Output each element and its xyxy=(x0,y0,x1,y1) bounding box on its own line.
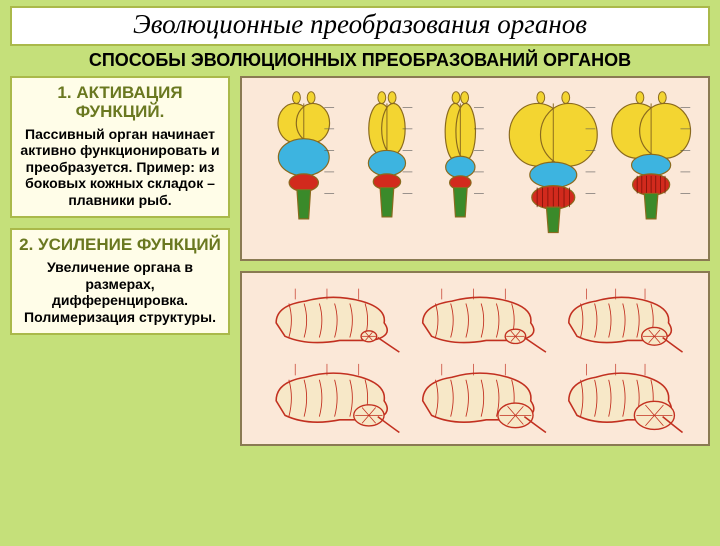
brain-dorsal-svg xyxy=(242,78,708,259)
page-title: Эволюционные преобразования органов xyxy=(20,10,700,40)
brain-sagittal-svg xyxy=(242,273,708,444)
card-enhancement: 2. УСИЛЕНИЕ ФУНКЦИЙ Увеличение органа в … xyxy=(10,228,230,335)
right-column xyxy=(240,76,710,446)
subtitle: СПОСОБЫ ЭВОЛЮЦИОННЫХ ПРЕОБРАЗОВАНИЙ ОРГА… xyxy=(20,50,700,71)
left-column: 1. АКТИВАЦИЯ ФУНКЦИЙ. Пассивный орган на… xyxy=(10,76,230,446)
card-body: Увеличение органа в размерах, дифференци… xyxy=(18,259,222,325)
card-body: Пассивный орган начинает активно функцио… xyxy=(18,126,222,209)
title-banner: Эволюционные преобразования органов xyxy=(10,6,710,46)
card-title: 1. АКТИВАЦИЯ ФУНКЦИЙ. xyxy=(18,84,222,121)
brain-sagittal-panel xyxy=(240,271,710,446)
brain-dorsal-panel xyxy=(240,76,710,261)
card-title: 2. УСИЛЕНИЕ ФУНКЦИЙ xyxy=(18,236,222,255)
content-row: 1. АКТИВАЦИЯ ФУНКЦИЙ. Пассивный орган на… xyxy=(0,76,720,446)
card-activation: 1. АКТИВАЦИЯ ФУНКЦИЙ. Пассивный орган на… xyxy=(10,76,230,218)
